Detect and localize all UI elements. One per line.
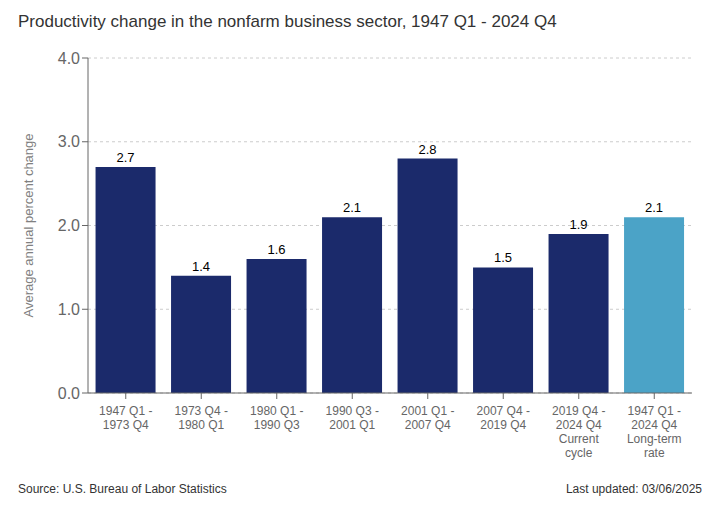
svg-text:2.8: 2.8: [419, 142, 437, 157]
svg-text:2.7: 2.7: [117, 150, 135, 165]
svg-text:4.0: 4.0: [58, 50, 80, 67]
svg-text:1973 Q4 -1980 Q1: 1973 Q4 -1980 Q1: [175, 404, 228, 432]
html-text:Source: U.S. Bureau of Labor S: Source: U.S. Bureau of Labor Statistics: [18, 482, 227, 496]
svg-text:3.0: 3.0: [58, 133, 80, 150]
svg-text:2.1: 2.1: [645, 200, 663, 215]
svg-text:Average annual percent change: Average annual percent change: [21, 133, 36, 317]
svg-text:1.9: 1.9: [570, 217, 588, 232]
svg-text:1.4: 1.4: [192, 259, 210, 274]
svg-text:1990 Q3 -2001 Q1: 1990 Q3 -2001 Q1: [326, 404, 379, 432]
svg-text:0.0: 0.0: [58, 385, 80, 402]
svg-text:1.5: 1.5: [494, 250, 512, 265]
svg-text:1.6: 1.6: [268, 242, 286, 257]
svg-text:2007 Q4 -2019 Q4: 2007 Q4 -2019 Q4: [477, 404, 530, 432]
svg-text:2001 Q1 -2007 Q4: 2001 Q1 -2007 Q4: [401, 404, 454, 432]
svg-text:1947 Q1 -1973 Q4: 1947 Q1 -1973 Q4: [99, 404, 152, 432]
svg-text:2.0: 2.0: [58, 217, 80, 234]
html-text:Productivity change in the non: Productivity change in the nonfarm busin…: [18, 12, 557, 31]
svg-text:1.0: 1.0: [58, 301, 80, 318]
svg-text:2019 Q4 -2024 Q4Currentcycle: 2019 Q4 -2024 Q4Currentcycle: [552, 404, 605, 460]
svg-text:2.1: 2.1: [343, 200, 361, 215]
svg-text:1947 Q1 -2024 Q4Long-termrate: 1947 Q1 -2024 Q4Long-termrate: [627, 404, 682, 460]
html-text:Last updated: 03/06/2025: Last updated: 03/06/2025: [565, 482, 702, 496]
svg-text:1980 Q1 -1990 Q3: 1980 Q1 -1990 Q3: [250, 404, 303, 432]
